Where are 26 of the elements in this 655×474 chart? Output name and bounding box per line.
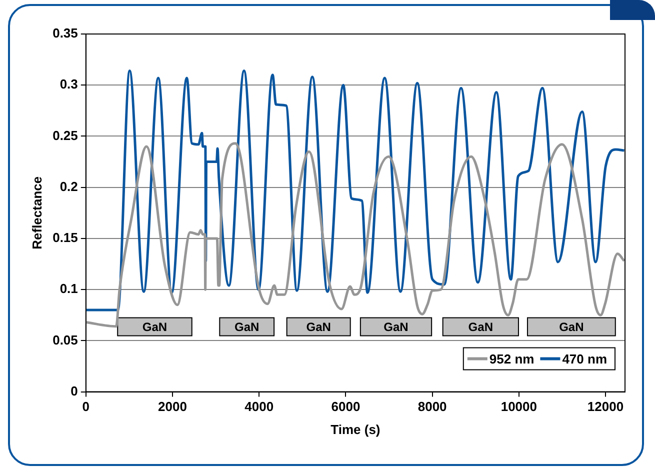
y-tick-label: 0.15 bbox=[52, 230, 78, 246]
y-axis-title: Reflectance bbox=[29, 176, 44, 250]
y-tick-label: 0.35 bbox=[52, 26, 78, 41]
band-label: GaN bbox=[234, 320, 260, 334]
x-tick-label: 0 bbox=[82, 399, 90, 414]
legend-label: 952 nm bbox=[489, 351, 534, 366]
x-tick-label: 8000 bbox=[418, 399, 447, 414]
y-tick-label: 0.3 bbox=[60, 76, 78, 92]
x-axis-title: Time (s) bbox=[330, 422, 380, 437]
band-label: GaN bbox=[306, 320, 331, 334]
y-tick-label: 0.2 bbox=[60, 178, 78, 194]
band-label: GaN bbox=[384, 320, 408, 334]
band-label: GaN bbox=[468, 320, 493, 334]
line-series bbox=[86, 70, 625, 312]
y-tick-label: 0.05 bbox=[52, 332, 78, 348]
x-tick-label: 6000 bbox=[331, 399, 360, 414]
x-tick-label: 12000 bbox=[587, 399, 624, 414]
y-tick-label: 0.1 bbox=[60, 281, 78, 296]
y-tick-label: 0.25 bbox=[52, 128, 78, 143]
band-label: GaN bbox=[559, 320, 584, 334]
y-tick-label: 0 bbox=[70, 383, 78, 398]
x-tick-label: 2000 bbox=[158, 399, 187, 414]
x-tick-label: 10000 bbox=[500, 399, 537, 414]
legend-label: 470 nm bbox=[562, 351, 608, 366]
band-label: GaN bbox=[142, 320, 168, 334]
x-tick-label: 4000 bbox=[244, 399, 274, 414]
